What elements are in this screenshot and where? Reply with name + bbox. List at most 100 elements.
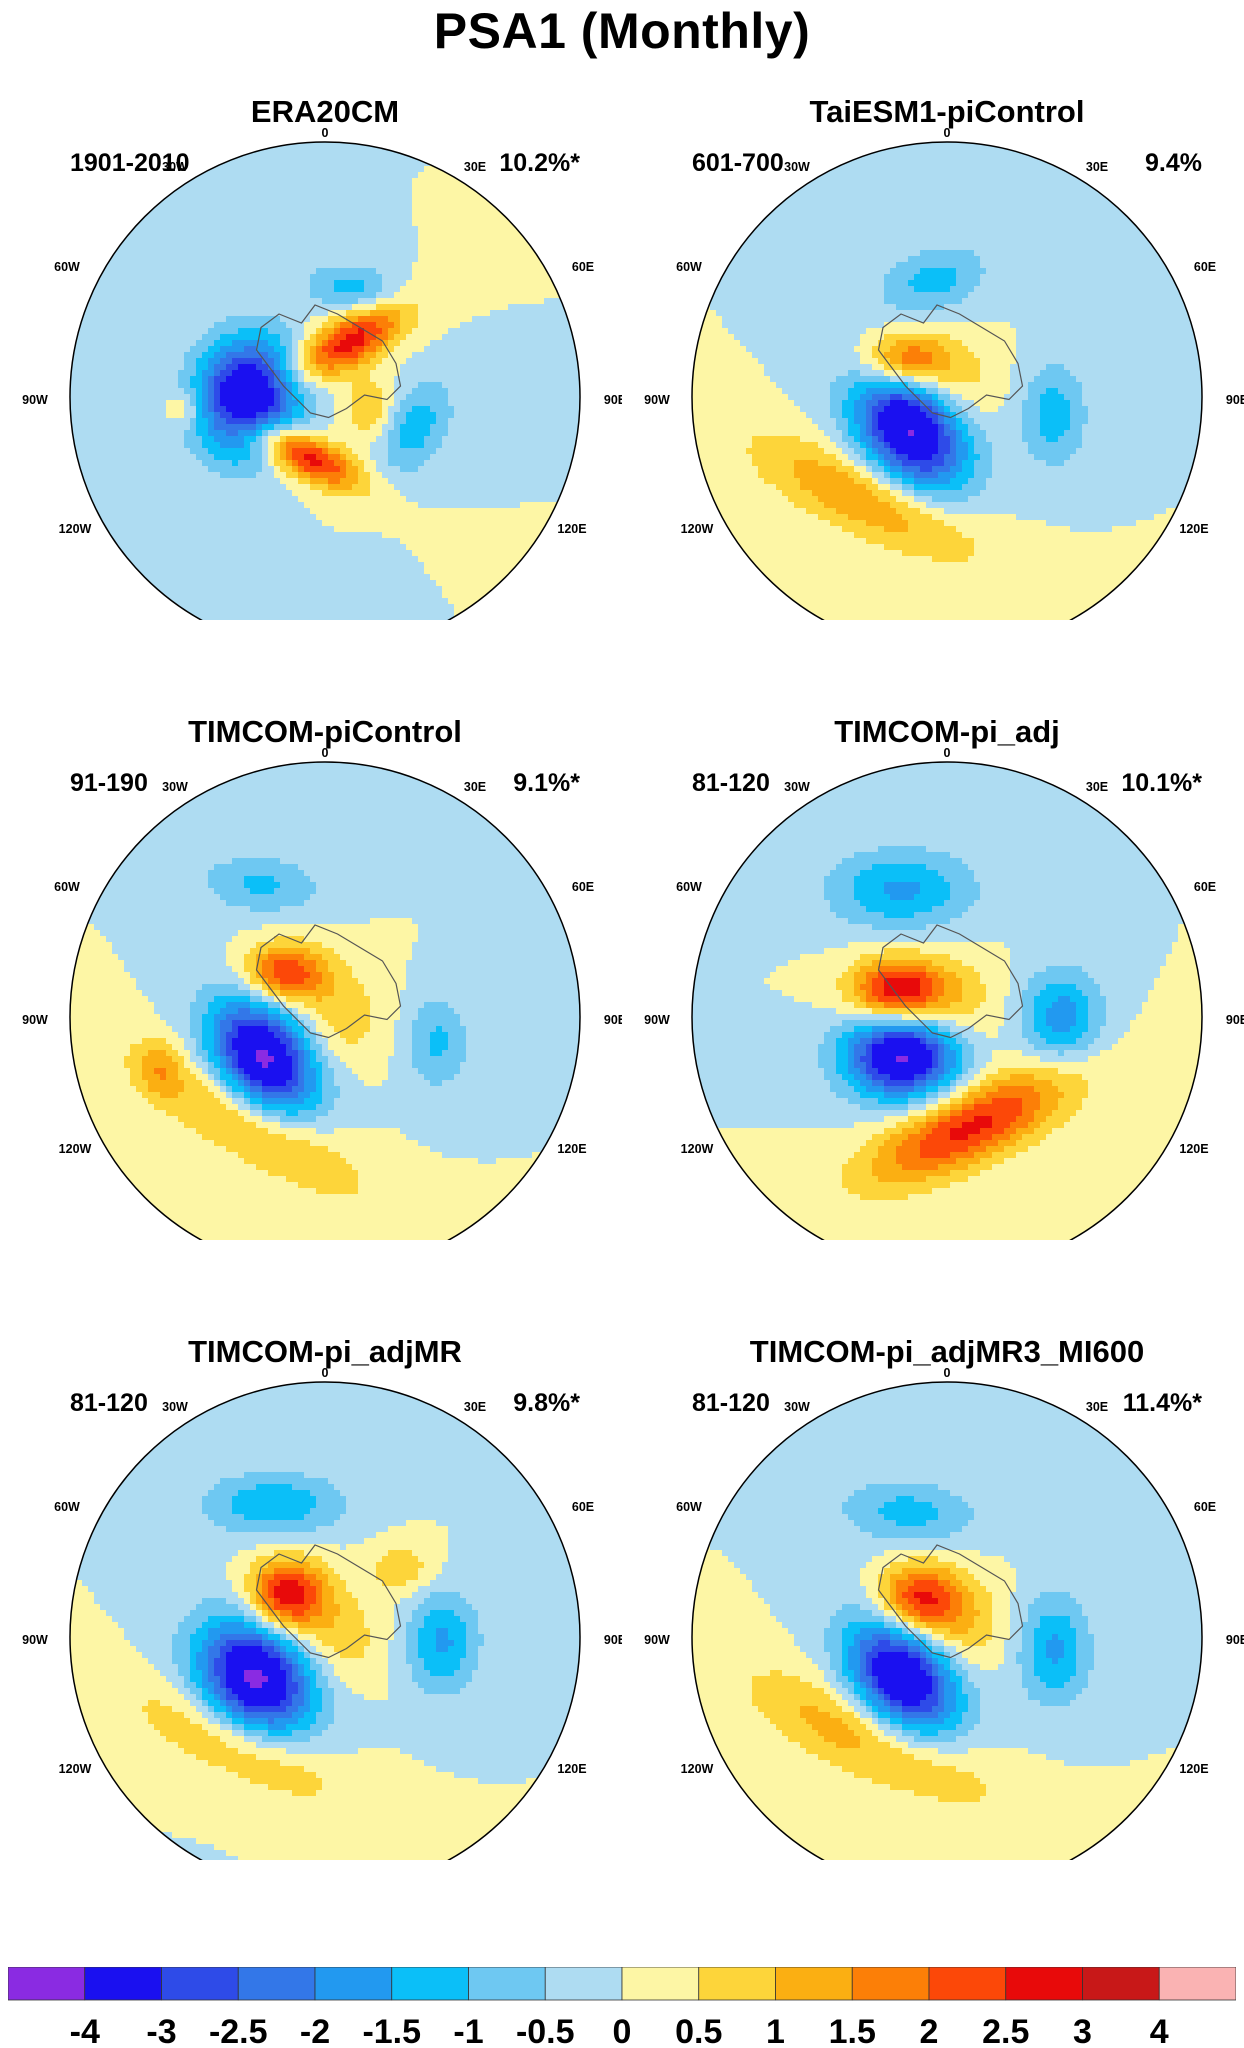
colorbar-level-label: 2.5 (982, 2013, 1029, 2048)
longitude-label: 60E (1194, 880, 1216, 894)
colorbar-swatch (1005, 1967, 1083, 2001)
colorbar-swatch (84, 1967, 162, 2001)
map-panel: TIMCOM-pi_adj 81-120 10.1%* 0 30W 30E 60W 60E 90… (622, 620, 1244, 1240)
longitude-label: 90W (644, 1633, 670, 1647)
contour-field (692, 762, 1202, 1240)
map-boundary (69, 761, 581, 1240)
polar-map: 030W30E60W60E90W90E120W120E150W150E180 (644, 746, 1244, 1240)
colorbar-swatch (544, 1967, 623, 2001)
longitude-label: 30W (162, 160, 188, 174)
longitude-label: 90W (22, 1633, 48, 1647)
colorbar-level-label: -3 (146, 2013, 176, 2048)
colorbar-swatch (928, 1967, 1007, 2001)
panel-title: TIMCOM-piControl (14, 714, 636, 750)
longitude-label: 60W (54, 1500, 80, 1514)
colorbar: -4 -3 -2.5 -2 -1.5 -1 -0.5 0 0.5 1 1.5 2 2.5 3 4 (8, 1967, 1236, 2048)
longitude-label: 120E (557, 522, 586, 536)
longitude-label: 90W (22, 1013, 48, 1027)
panel-period: 601-700 (692, 149, 784, 178)
panel-title: TIMCOM-pi_adj (636, 714, 1244, 750)
panel-variance: 10.2%* (499, 149, 580, 178)
colorbar-level-label: -0.5 (516, 2013, 575, 2048)
longitude-label: 60W (676, 1500, 702, 1514)
longitude-label: 90W (22, 393, 48, 407)
colorbar-level-label: -4 (70, 2013, 100, 2048)
longitude-label: 120W (681, 522, 714, 536)
coastline (255, 304, 402, 419)
map-panel: ERA20CM 1901-2010 10.2%* 0 30W 30E 60W 60E 90W 90… (0, 0, 622, 620)
longitude-label: 30W (784, 780, 810, 794)
colorbar-level-label: 0.5 (675, 2013, 722, 2048)
longitude-label: 120W (59, 1762, 92, 1776)
panel-period: 91-190 (70, 769, 148, 798)
colorbar-swatch (314, 1967, 393, 2001)
colorbar-level-label: 4 (1150, 2013, 1169, 2048)
colorbar-level-label: -2.5 (209, 2013, 268, 2048)
polar-map: 030W30E60W60E90W90E120W120E150W150E180 (644, 1366, 1244, 1860)
colorbar-swatch (1158, 1967, 1236, 2001)
colorbar-swatch (161, 1967, 239, 2001)
map-boundary (691, 141, 1203, 620)
polar-map: 030W30E60W60E90W90E120W120E150W150E180 (22, 126, 622, 620)
longitude-label: 120W (59, 1142, 92, 1156)
longitude-label: 60E (572, 1500, 594, 1514)
panel-variance: 9.4% (1145, 149, 1202, 178)
colorbar-level-label: 1.5 (829, 2013, 876, 2048)
colorbar-swatch (237, 1967, 316, 2001)
colorbar-level-label: 0 (613, 2013, 632, 2048)
colorbar-level-label: 2 (920, 2013, 939, 2048)
panel-variance: 11.4%* (1123, 1389, 1202, 1418)
longitude-label: 60W (54, 880, 80, 894)
map-panel: TIMCOM-pi_adjMR 81-120 9.8%* 0 30W 30E 60W 60E 9… (0, 1240, 622, 1860)
colorbar-swatch (851, 1967, 930, 2001)
colorbar-swatch (698, 1967, 776, 2001)
colorbar-level-label: -1.5 (362, 2013, 421, 2048)
panel-title: TIMCOM-pi_adjMR3_MI600 (636, 1334, 1244, 1370)
contour-field (70, 1382, 580, 1860)
panel-title: ERA20CM (14, 94, 636, 130)
panel-title: TaiESM1-piControl (636, 94, 1244, 130)
longitude-label: 120W (59, 522, 92, 536)
contour-field (692, 1382, 1202, 1860)
coastline (255, 1544, 402, 1659)
panel-variance: 10.1%* (1121, 769, 1202, 798)
colorbar-swatch (1082, 1967, 1160, 2001)
longitude-label: 120E (557, 1762, 586, 1776)
map-boundary (691, 1381, 1203, 1860)
contour-field (692, 142, 1202, 620)
colorbar-level-label: 1 (766, 2013, 785, 2048)
longitude-label: 60E (1194, 1500, 1216, 1514)
panel-variance: 9.1%* (513, 769, 580, 798)
longitude-label: 120W (681, 1762, 714, 1776)
longitude-label: 60E (572, 260, 594, 274)
map-boundary (69, 1381, 581, 1860)
coastline (877, 924, 1024, 1039)
longitude-label: 0 (322, 746, 329, 760)
colorbar-swatch (621, 1967, 700, 2001)
longitude-label: 30W (784, 160, 810, 174)
polar-map: 030W30E60W60E90W90E120W120E150W150E180 (22, 1366, 622, 1860)
panel-variance: 9.8%* (513, 1389, 580, 1418)
longitude-label: 30E (1086, 160, 1108, 174)
longitude-label: 120W (681, 1142, 714, 1156)
coastline (255, 924, 402, 1039)
longitude-label: 90E (1226, 1013, 1244, 1027)
map-panel: TaiESM1-piControl 601-700 9.4% 0 30W 30E 60W 60… (622, 0, 1244, 620)
colorbar-swatch (391, 1967, 469, 2001)
coastline (877, 304, 1024, 419)
coastline (877, 1544, 1024, 1659)
colorbar-swatch (775, 1967, 853, 2001)
longitude-label: 60E (1194, 260, 1216, 274)
longitude-label: 120E (557, 1142, 586, 1156)
longitude-label: 0 (944, 746, 951, 760)
longitude-label: 60W (54, 260, 80, 274)
panel-period: 1901-2010 (70, 149, 190, 178)
longitude-label: 120E (1179, 522, 1208, 536)
longitude-label: 30E (1086, 1400, 1108, 1414)
colorbar-level-label: -2 (300, 2013, 330, 2048)
longitude-label: 90E (1226, 1633, 1244, 1647)
colorbar-swatch (468, 1967, 546, 2001)
longitude-label: 0 (944, 126, 951, 140)
longitude-label: 120E (1179, 1762, 1208, 1776)
panel-title: TIMCOM-pi_adjMR (14, 1334, 636, 1370)
